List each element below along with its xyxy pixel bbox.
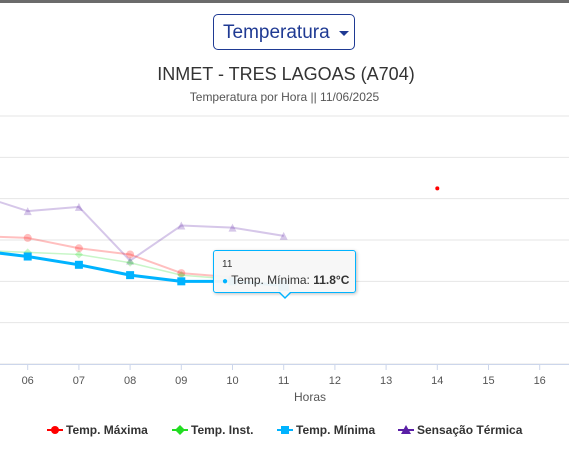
x-tick-label: 13 <box>380 375 392 387</box>
data-point-temp-maxima <box>74 244 83 253</box>
chart-subtitle: Temperatura por Hora || 11/06/2025 <box>189 90 380 104</box>
x-axis-title: Horas <box>294 390 326 404</box>
tooltip-bullet-icon: ● <box>222 276 229 287</box>
variable-select[interactable]: Temperatura <box>213 14 355 50</box>
data-point-temp-maxima <box>126 250 135 259</box>
chart-title: INMET - TRES LAGOAS (A704) <box>157 64 415 84</box>
data-point-temp-minima <box>177 277 186 286</box>
caret-down-icon <box>339 31 349 36</box>
data-point-temp-maxima <box>23 233 32 242</box>
data-point-sensacao-termica <box>228 223 237 232</box>
variable-select-value: Temperatura <box>223 22 330 43</box>
series-line-temp-inst <box>0 250 233 281</box>
tooltip-arrow-inner <box>279 291 291 297</box>
data-point-temp-maxima <box>177 269 186 278</box>
legend-symbol-circle-icon <box>47 426 63 434</box>
legend-symbol-square-icon <box>277 426 293 434</box>
x-tick-label: 16 <box>534 375 546 387</box>
x-tick-label: 07 <box>73 375 85 387</box>
data-point-temp-inst <box>177 271 186 280</box>
chart-legend: Temp. Máxima Temp. Inst. Temp. Mínima Se… <box>0 421 569 439</box>
series-line-sensacao-termica <box>0 201 284 262</box>
legend-symbol-diamond-icon <box>172 425 188 435</box>
x-tick-label: 08 <box>124 375 136 387</box>
x-tick-label: 14 <box>431 375 443 387</box>
tooltip-series-name: Temp. Mínima <box>231 273 307 287</box>
x-tick-label: 15 <box>482 375 494 387</box>
data-point-sensacao-termica <box>177 221 186 230</box>
top-border <box>0 0 569 3</box>
legend-label: Temp. Inst. <box>191 423 254 437</box>
data-point-sensacao-termica <box>23 207 32 216</box>
data-point-temp-inst <box>74 250 83 259</box>
x-tick-label: 10 <box>226 375 238 387</box>
data-point-sensacao-termica <box>279 231 288 240</box>
legend-label: Temp. Máxima <box>66 423 148 437</box>
tooltip-body: ● Temp. Mínima: 11.8°C <box>222 273 350 287</box>
data-point-sensacao-termica <box>74 202 83 211</box>
data-point-sensacao-termica <box>126 256 135 265</box>
legend-label: Sensação Térmica <box>417 423 523 437</box>
legend-symbol-triangle-icon <box>398 425 414 434</box>
x-tick-label: 06 <box>22 375 34 387</box>
data-point-temp-minima <box>126 271 135 280</box>
x-tick-label: 11 <box>278 375 289 387</box>
x-tick-label: 12 <box>329 375 341 387</box>
x-tick-label: 09 <box>175 375 187 387</box>
tooltip-header: 11 <box>222 259 233 270</box>
chart-tooltip: 11 ● Temp. Mínima: 11.8°C <box>213 250 356 293</box>
data-point-temp-inst <box>126 258 135 267</box>
tooltip-value: 11.8°C <box>313 273 350 287</box>
legend-label: Temp. Mínima <box>296 423 376 437</box>
data-point-temp-minima <box>74 260 83 269</box>
data-point-temp-maxima <box>435 186 440 191</box>
data-point-temp-minima <box>23 252 32 261</box>
series-line-temp-maxima <box>0 235 233 279</box>
